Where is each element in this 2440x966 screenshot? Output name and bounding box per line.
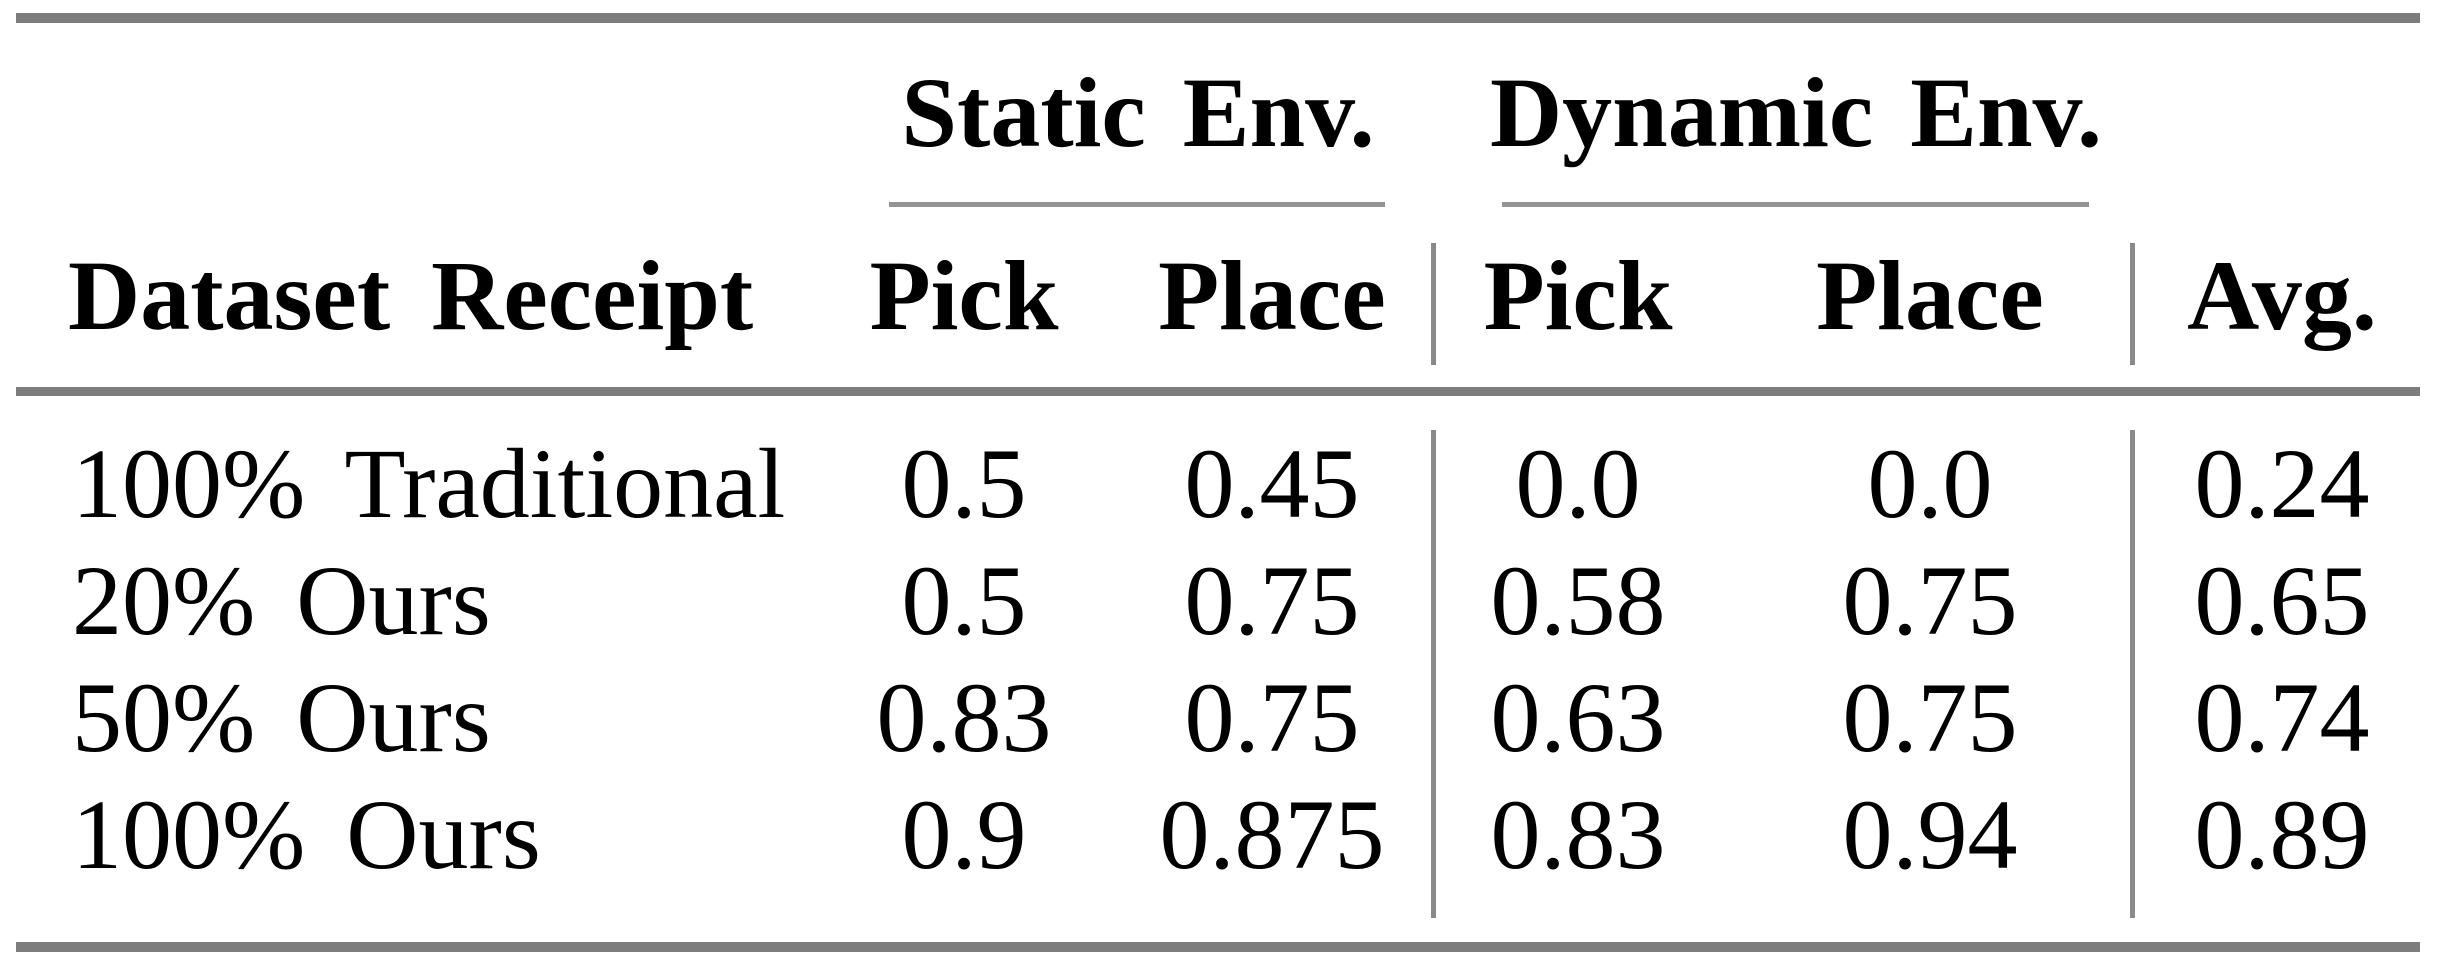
header-static-pick: Pick xyxy=(869,240,1059,351)
row-label-100-traditional: 100% Traditional xyxy=(72,428,786,539)
static-env-underline-rule xyxy=(889,202,1385,207)
dynamic-env-underline-rule xyxy=(1502,202,2089,207)
cell-r4-static-place: 0.875 xyxy=(1159,779,1385,890)
cell-r2-static-pick: 0.5 xyxy=(901,545,1027,656)
cell-r4-dynamic-place: 0.94 xyxy=(1842,779,2018,890)
cell-r3-avg: 0.74 xyxy=(2194,662,2370,773)
header-dataset-receipt: Dataset Receipt xyxy=(68,240,754,351)
cell-r1-avg: 0.24 xyxy=(2194,428,2370,539)
header-dynamic-pick: Pick xyxy=(1483,240,1673,351)
header-dynamic-place: Place xyxy=(1816,240,2044,351)
header-avg: Avg. xyxy=(2187,240,2377,351)
row-label-20-ours: 20% Ours xyxy=(72,545,491,656)
cell-r4-avg: 0.89 xyxy=(2194,779,2370,890)
cell-r1-static-place: 0.45 xyxy=(1184,428,1360,539)
cell-r2-dynamic-pick: 0.58 xyxy=(1490,545,1666,656)
cell-r2-static-place: 0.75 xyxy=(1184,545,1360,656)
cell-r1-dynamic-place: 0.0 xyxy=(1867,428,1993,539)
row-label-50-ours: 50% Ours xyxy=(72,662,491,773)
cell-r3-dynamic-pick: 0.63 xyxy=(1490,662,1666,773)
column-group-header-dynamic-env: Dynamic Env. xyxy=(1489,57,2103,168)
vertical-rule-dynamic-avg-body xyxy=(2130,430,2135,918)
cell-r3-static-place: 0.75 xyxy=(1184,662,1360,773)
cell-r1-static-pick: 0.5 xyxy=(901,428,1027,539)
top-rule xyxy=(16,13,2420,23)
row-label-100-ours: 100% Ours xyxy=(72,779,541,890)
vertical-rule-static-dynamic-header xyxy=(1431,243,1436,365)
cell-r4-dynamic-pick: 0.83 xyxy=(1490,779,1666,890)
header-static-place: Place xyxy=(1158,240,1386,351)
vertical-rule-static-dynamic-body xyxy=(1431,430,1436,918)
cell-r2-avg: 0.65 xyxy=(2194,545,2370,656)
cell-r3-static-pick: 0.83 xyxy=(876,662,1052,773)
cell-r3-dynamic-place: 0.75 xyxy=(1842,662,2018,773)
vertical-rule-dynamic-avg-header xyxy=(2130,243,2135,365)
column-group-header-static-env: Static Env. xyxy=(901,57,1375,168)
mid-rule xyxy=(16,387,2420,396)
cell-r2-dynamic-place: 0.75 xyxy=(1842,545,2018,656)
cell-r4-static-pick: 0.9 xyxy=(901,779,1027,890)
cell-r1-dynamic-pick: 0.0 xyxy=(1515,428,1641,539)
bottom-rule xyxy=(16,942,2420,952)
